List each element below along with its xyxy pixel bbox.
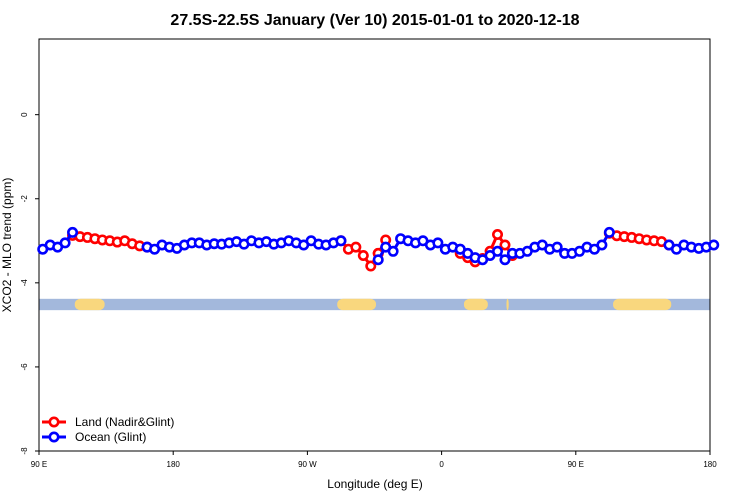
ocean-point <box>387 245 399 257</box>
x-tick-label-1: 180 <box>167 460 181 469</box>
ocean-point <box>603 226 615 238</box>
legend-item-land: Land (Nadir&Glint) <box>42 415 174 429</box>
land-ocean-band <box>39 298 710 311</box>
land-point <box>492 228 504 240</box>
x-tick-label-0: 90 E <box>31 460 47 469</box>
y-tick-label-2: -4 <box>20 279 29 287</box>
x-axis: 90 E 180 90 W 0 90 E 180 <box>31 451 717 469</box>
x-tick-label-3: 0 <box>439 460 444 469</box>
y-axis: 0 -2 -4 -6 -8 <box>20 112 39 455</box>
ocean-point <box>596 239 608 251</box>
land-band-1 <box>337 298 376 311</box>
ocean-point <box>492 245 504 257</box>
ocean-point <box>372 254 384 266</box>
land-band-2 <box>463 298 488 311</box>
legend-label-ocean: Ocean (Glint) <box>75 430 146 444</box>
ocean-point <box>551 241 563 253</box>
legend-marker-ocean <box>48 431 60 443</box>
y-tick-label-4: -8 <box>20 447 29 455</box>
legend-item-ocean: Ocean (Glint) <box>42 430 146 444</box>
land-band-3 <box>506 298 509 311</box>
land-band-0 <box>74 298 105 311</box>
x-tick-label-5: 180 <box>703 460 717 469</box>
land-point <box>350 241 362 253</box>
land-point <box>365 260 377 272</box>
y-tick-label-1: -2 <box>20 195 29 203</box>
y-tick-label-0: 0 <box>20 112 29 117</box>
land-band-4 <box>613 298 672 311</box>
ocean-point <box>59 237 71 249</box>
y-axis-label: XCO2 - MLO trend (ppm) <box>0 178 14 313</box>
ocean-point <box>708 239 720 251</box>
x-axis-label: Longitude (deg E) <box>327 477 422 491</box>
legend-label-land: Land (Nadir&Glint) <box>75 415 174 429</box>
land-point <box>499 239 511 251</box>
x-tick-label-4: 90 E <box>568 460 584 469</box>
legend: Land (Nadir&Glint) Ocean (Glint) <box>42 415 174 444</box>
ocean-point <box>67 226 79 238</box>
land-point <box>357 250 369 262</box>
x-tick-label-2: 90 W <box>298 460 317 469</box>
y-tick-label-3: -6 <box>20 363 29 371</box>
chart-title: 27.5S-22.5S January (Ver 10) 2015-01-01 … <box>170 12 579 29</box>
ocean-point <box>335 235 347 247</box>
series-layer <box>37 226 720 272</box>
legend-marker-land <box>48 416 60 428</box>
ocean-point <box>432 237 444 249</box>
ocean-point <box>499 254 511 266</box>
